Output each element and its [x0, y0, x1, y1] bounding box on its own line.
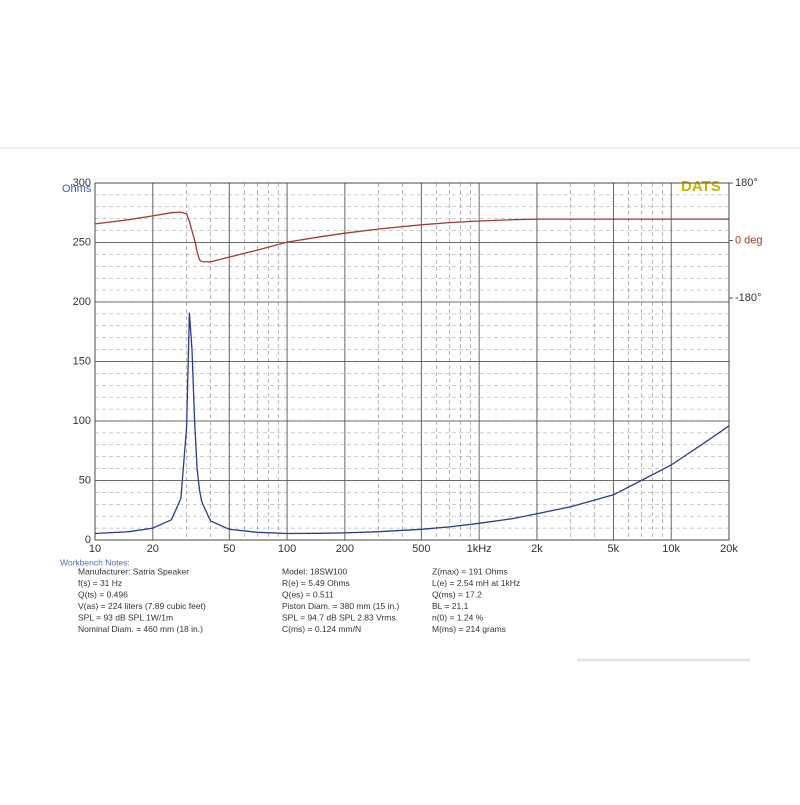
note-line: n(0) = 1.24 % — [432, 612, 484, 622]
note-line: SPL = 94.7 dB SPL 2.83 Vrms — [282, 612, 396, 622]
note-line: Model: 18SW100 — [282, 566, 347, 576]
y2-tick-label: 180° — [735, 177, 758, 189]
y2-tick-label: 0 deg — [735, 234, 763, 246]
x-tick-label: 5k — [608, 543, 620, 555]
y2-tick-label: -180° — [735, 292, 761, 304]
series-line — [94, 312, 730, 535]
note-line: Manufacturer: Satria Speaker — [78, 566, 189, 576]
y-tick-label: 300 — [73, 177, 91, 189]
x-tick-label: 10 — [89, 543, 101, 555]
y-tick-label: 100 — [73, 415, 91, 427]
note-line: L(e) = 2.54 mH at 1kHz — [432, 578, 520, 588]
note-line: Q(es) = 0.511 — [282, 589, 334, 599]
x-tick-label: 50 — [223, 543, 235, 555]
note-line: Z(max) = 191 Ohms — [432, 566, 508, 576]
note-line: C(ms) = 0.124 mm/N — [282, 624, 361, 634]
y-tick-label: 0 — [85, 534, 91, 546]
note-line: f(s) = 31 Hz — [78, 578, 122, 588]
y-tick-label: 150 — [73, 355, 91, 367]
note-line: BL = 21.1 — [432, 601, 469, 611]
x-tick-label: 100 — [278, 543, 296, 555]
note-line: SPL = 93 dB SPL 1W/1m — [78, 612, 173, 622]
y-tick-label: 50 — [79, 474, 91, 486]
x-tick-label: 10k — [662, 543, 680, 555]
note-line: Piston Diam. = 380 mm (15 in.) — [282, 601, 400, 611]
note-line: M(ms) = 214 grams — [432, 624, 506, 634]
x-tick-label: 1kHz — [467, 543, 492, 555]
x-tick-label: 200 — [336, 543, 354, 555]
logo: DATS — [681, 178, 721, 195]
x-tick-label: 2k — [531, 543, 543, 555]
y-tick-label: 250 — [73, 236, 91, 248]
x-tick-label: 20k — [720, 543, 738, 555]
x-tick-label: 500 — [412, 543, 430, 555]
x-tick-label: 20 — [147, 543, 159, 555]
note-line: V(as) = 224 liters (7.89 cubic feet) — [78, 601, 206, 611]
note-line: R(e) = 5.49 Ohms — [282, 578, 350, 588]
y-tick-label: 200 — [73, 296, 91, 308]
y-axis-label: Ohms — [62, 183, 92, 195]
note-line: Nominal Diam. = 460 mm (18 in.) — [78, 624, 203, 634]
note-line: Q(ts) = 0.496 — [78, 589, 128, 599]
notes-heading: Workbench Notes: — [60, 557, 130, 567]
note-line: Q(ms) = 17.2 — [432, 589, 482, 599]
series-line — [94, 211, 729, 263]
